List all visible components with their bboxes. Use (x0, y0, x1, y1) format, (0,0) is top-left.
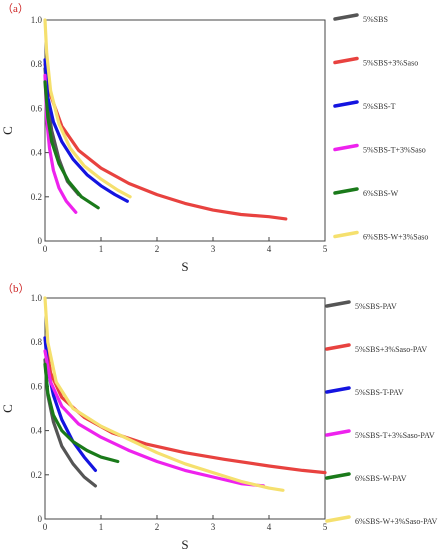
y-tick-label: 1.0 (31, 293, 43, 303)
y-tick-label: 1.0 (31, 15, 43, 25)
legend-entry: 5%SBS+3%Saso-PAV (355, 345, 427, 354)
legend-swatch (325, 515, 351, 523)
y-tick-label: 0.6 (31, 103, 43, 113)
x-axis-label: S (181, 537, 188, 550)
legend-entry: 5%SBS-T+3%Saso-PAV (355, 431, 435, 440)
y-tick-label: 0.8 (31, 59, 43, 69)
x-tick-label: 0 (43, 522, 48, 532)
x-tick-label: 5 (323, 522, 328, 532)
series-line (43, 362, 120, 464)
y-axis-label: C (0, 404, 15, 413)
legend-entry: 5%SBS-T-PAV (355, 388, 404, 397)
x-tick-label: 3 (211, 244, 216, 254)
x-tick-label: 2 (155, 244, 160, 254)
x-tick-label: 1 (99, 522, 104, 532)
y-tick-label: 0 (38, 514, 43, 524)
legend-swatch (325, 472, 351, 480)
legend-swatch (333, 56, 359, 65)
y-tick-label: 0.8 (31, 337, 43, 347)
x-tick-label: 4 (267, 244, 272, 254)
legend-swatch (325, 386, 351, 394)
legend-swatch (325, 300, 351, 308)
y-tick-label: 0 (38, 236, 43, 246)
x-tick-label: 3 (211, 522, 216, 532)
legend-entry: 5%SBS-T (363, 102, 396, 111)
legend-swatch (333, 100, 359, 108)
legend-swatch (325, 343, 351, 351)
legend-entry: 5%SBS-PAV (355, 302, 397, 311)
plot-frame (44, 297, 326, 520)
x-tick-label: 2 (155, 522, 160, 532)
legend-entry: 5%SBS (363, 15, 388, 24)
legend-swatch (333, 143, 359, 152)
legend-entry: 6%SBS-W-PAV (355, 474, 407, 483)
y-tick-label: 0.6 (31, 381, 43, 391)
legend-entry: 6%SBS-W+3%Saso-PAV (355, 517, 438, 526)
series-line (43, 296, 285, 492)
x-tick-label: 0 (43, 244, 48, 254)
legend-entry: 5%SBS+3%Saso (363, 59, 418, 68)
series-line (43, 349, 265, 488)
legend-entry: 6%SBS-W+3%Saso (363, 233, 428, 242)
legend-swatch (333, 187, 359, 195)
y-tick-label: 0.4 (31, 148, 43, 158)
panel-label: （a） (2, 2, 29, 15)
series-line (43, 58, 129, 203)
y-tick-label: 0.4 (31, 426, 43, 436)
legend-entry: 6%SBS-W (363, 189, 399, 198)
x-tick-label: 5 (323, 244, 328, 254)
x-tick-label: 1 (99, 244, 104, 254)
y-tick-label: 0.2 (31, 470, 42, 480)
y-axis-label: C (0, 126, 15, 135)
plot-frame (44, 19, 326, 242)
legend-entry: 5%SBS-T+3%Saso (363, 146, 426, 155)
panel-label: （b） (2, 282, 30, 295)
series-line (43, 62, 288, 221)
x-axis-label: S (181, 259, 188, 274)
legend-swatch (325, 429, 351, 437)
legend-swatch (333, 230, 359, 239)
x-tick-label: 4 (267, 522, 272, 532)
series-line (43, 80, 100, 210)
legend-swatch (333, 13, 359, 21)
series-line (43, 18, 132, 199)
y-tick-label: 0.2 (31, 192, 42, 202)
series-line (43, 336, 327, 475)
